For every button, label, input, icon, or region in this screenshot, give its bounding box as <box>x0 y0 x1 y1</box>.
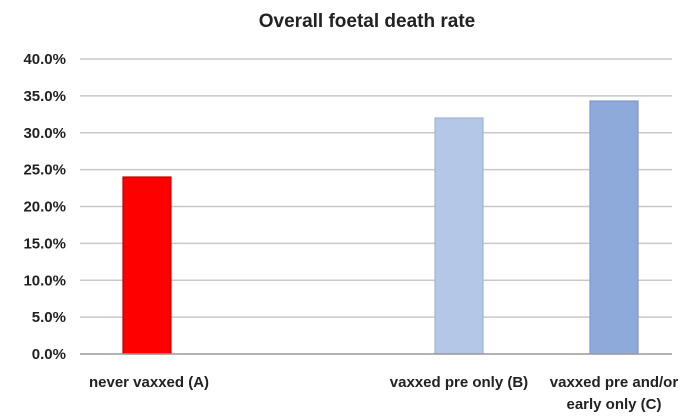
bar <box>589 100 639 355</box>
bars <box>122 100 639 355</box>
y-tick-label: 15.0% <box>23 235 66 252</box>
x-axis-category-labels: never vaxxed (A) vaxxed pre only (B) vaxxe… <box>89 374 678 413</box>
y-tick-label: 0.0% <box>32 346 66 363</box>
y-tick-label: 5.0% <box>32 309 66 326</box>
y-tick-label: 35.0% <box>23 88 66 105</box>
chart-title: Overall foetal death rate <box>259 11 475 32</box>
bar <box>434 117 484 355</box>
x-category-label: vaxxed pre only (B) <box>390 374 528 391</box>
bar <box>122 176 172 355</box>
y-tick-label: 25.0% <box>23 162 66 179</box>
x-category-label: early only (C) <box>566 396 661 413</box>
y-tick-label: 40.0% <box>23 51 66 68</box>
y-axis-tick-labels: 0.0% 5.0% 10.0% 15.0% 20.0% 25.0% 30.0% 35.0% 40… <box>23 51 66 363</box>
x-category-label: never vaxxed (A) <box>89 374 209 391</box>
x-category-label: vaxxed pre and/or <box>550 374 679 391</box>
gridlines <box>80 58 672 318</box>
y-tick-label: 10.0% <box>23 272 66 289</box>
y-tick-label: 30.0% <box>23 125 66 142</box>
y-tick-label: 20.0% <box>23 199 66 216</box>
